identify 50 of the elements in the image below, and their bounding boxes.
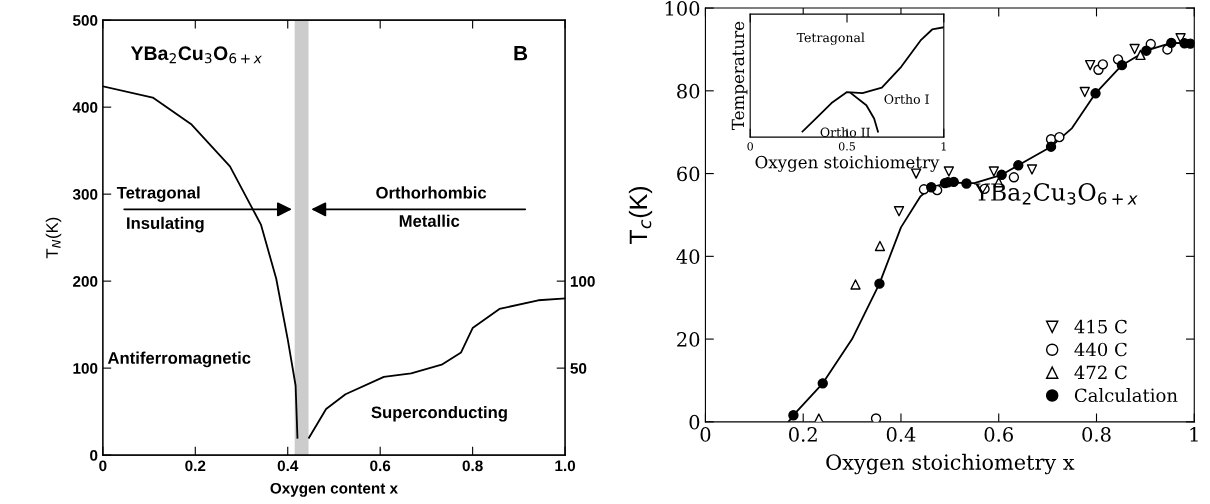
annotation: Tetragonal [796,32,865,45]
annotation: Antiferromagnetic [107,351,251,368]
x-tick-label: 0.2 [185,460,206,472]
x-tick-label: 0.4 [277,460,299,472]
legend-label: Calculation [1074,388,1178,403]
x-tick-label: 0.6 [370,460,391,472]
annotation: Superconducting [371,405,507,422]
y-axis-title: T$_{N}$(K) [45,217,62,259]
y-tick-label: 300 [72,189,98,200]
x-tick-label: 0 [99,460,107,472]
annotation: YBa$_{2}$Cu$_{3}$O$_{6+x}$ [130,46,262,64]
x-tick-label: 0.5 [838,142,855,151]
legend-label: 440 C [1074,342,1127,357]
x-axis-title: Oxygen content x [270,482,398,497]
annotation: Metallic [399,214,460,227]
annotation: B [514,46,528,61]
y-tick-label: 0 [90,449,98,461]
annotation: Tetragonal [116,186,200,202]
x-tick-label: 0.2 [789,427,817,442]
y-tick-label: 0 [689,414,700,430]
x-tick-label: 1.0 [555,460,576,472]
y-axis-title: Temperature [731,21,748,131]
annotation: YBa$_{2}$Cu$_{3}$O$_{6+x}$ [974,183,1138,205]
legend-label: 415 C [1074,319,1127,334]
x-tick-label: 0 [747,142,753,151]
annotation: Insulating [127,216,204,233]
x-tick-label: 1 [1190,427,1198,442]
y-tick-label: 40 [676,249,700,264]
y-tick-label: 100 [73,362,98,374]
legend-label: 472 C [1074,365,1127,380]
annotation: Ortho I [884,94,929,104]
x-tick-label: 0.4 [886,427,916,442]
x-axis-title: Oxygen stoichiometry [755,155,940,172]
y2-tick-label: 50 [570,362,587,374]
x-tick-label: 1 [941,142,946,151]
y-tick-label: 60 [677,166,700,182]
x-tick-label: 0 [700,427,711,442]
annotation: Orthorhombic [376,186,487,199]
x-tick-label: 0.8 [1082,427,1111,442]
y2-tick-label: 100 [570,276,595,287]
y-tick-label: 20 [677,332,700,347]
x-tick-label: 0.8 [462,460,483,472]
y-tick-label: 80 [677,83,700,99]
y-tick-label: 400 [72,102,98,113]
x-axis-title: Oxygen stoichiometry x [826,453,1075,475]
y-tick-label: 100 [665,1,700,16]
y-tick-label: 200 [73,276,98,287]
y-axis-title: T$_{c}$(K) [628,186,653,245]
y-tick-label: 500 [72,15,98,26]
x-tick-label: 0.6 [984,427,1013,442]
